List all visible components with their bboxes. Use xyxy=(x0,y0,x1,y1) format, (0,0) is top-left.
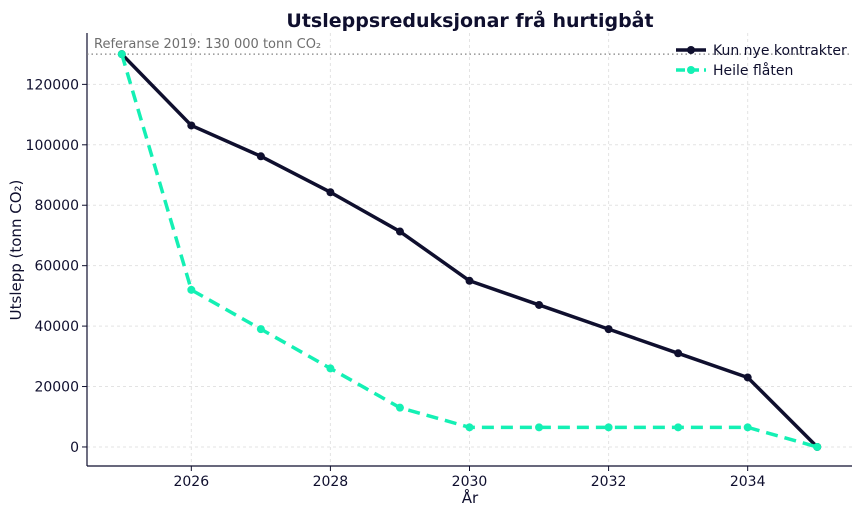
data-point xyxy=(813,442,822,451)
y-tick-label: 20000 xyxy=(34,380,79,396)
data-point xyxy=(256,325,265,334)
x-tick-label: 2032 xyxy=(591,474,627,490)
data-point xyxy=(535,300,544,309)
data-point xyxy=(117,50,126,59)
legend-label: Kun nye kontrakter xyxy=(713,43,847,59)
legend-label: Heile flåten xyxy=(713,62,793,79)
y-tick-label: 0 xyxy=(70,440,79,456)
y-axis-label: Utslepp (tonn CO₂) xyxy=(7,180,25,321)
x-tick-label: 2034 xyxy=(730,474,766,490)
data-point xyxy=(395,403,404,412)
data-point xyxy=(743,423,752,432)
reference-label: Referanse 2019: 130 000 tonn CO₂ xyxy=(94,37,321,52)
data-point xyxy=(604,325,613,334)
data-point xyxy=(743,373,752,382)
y-tick-label: 120000 xyxy=(26,77,79,93)
legend-marker xyxy=(687,46,695,54)
data-point xyxy=(256,152,265,161)
data-point xyxy=(604,423,613,432)
x-tick-label: 2030 xyxy=(452,474,488,490)
data-point xyxy=(465,276,474,285)
y-tick-label: 80000 xyxy=(34,198,79,214)
data-point xyxy=(326,188,335,197)
y-tick-label: 100000 xyxy=(26,138,79,154)
x-tick-label: 2028 xyxy=(313,474,349,490)
y-tick-label: 60000 xyxy=(34,259,79,275)
data-point xyxy=(326,364,335,373)
data-point xyxy=(187,121,196,130)
data-point xyxy=(535,423,544,432)
data-point xyxy=(187,285,196,294)
data-point xyxy=(674,423,683,432)
data-point xyxy=(674,349,683,358)
data-point xyxy=(465,423,474,432)
legend-marker xyxy=(687,66,695,74)
x-axis-label: År xyxy=(462,488,479,507)
data-point xyxy=(395,227,404,236)
x-tick-label: 2026 xyxy=(173,474,209,490)
y-tick-label: 40000 xyxy=(34,319,79,335)
chart-title: Utsleppsreduksjonar frå hurtigbåt xyxy=(286,8,653,32)
